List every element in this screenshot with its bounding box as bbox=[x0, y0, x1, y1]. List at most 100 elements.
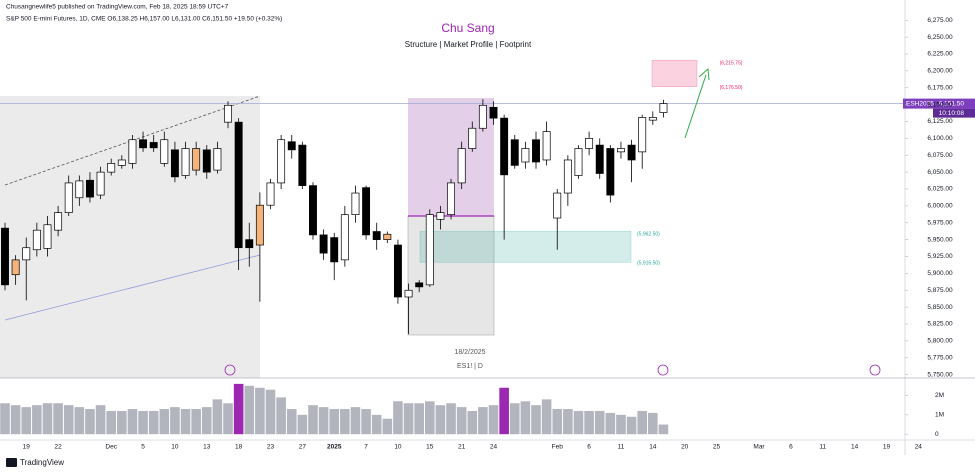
candle-body bbox=[447, 182, 455, 216]
candle-body bbox=[404, 289, 413, 298]
candle-body bbox=[617, 148, 625, 153]
candle-body bbox=[415, 282, 424, 288]
volume-bar bbox=[212, 399, 223, 435]
candle-body bbox=[351, 192, 360, 216]
candle-body bbox=[202, 149, 211, 173]
volume-bar bbox=[605, 412, 616, 435]
candle-body bbox=[43, 224, 52, 249]
volume-bar bbox=[85, 409, 95, 435]
x-tick-label: Feb bbox=[552, 444, 564, 451]
candle-body bbox=[181, 148, 190, 176]
profile-box-lower bbox=[407, 215, 495, 336]
candle-body bbox=[160, 139, 169, 164]
volume-bar bbox=[32, 405, 42, 435]
volume-bar bbox=[265, 389, 276, 435]
candle-body bbox=[595, 144, 604, 174]
event-icon[interactable] bbox=[869, 364, 881, 376]
candle-body bbox=[192, 148, 201, 171]
candle-body bbox=[309, 185, 317, 236]
volume-bar bbox=[53, 403, 63, 435]
y-tick-label: 6,175.00 bbox=[927, 84, 953, 91]
candle-body bbox=[553, 192, 562, 219]
volume-bar bbox=[456, 407, 467, 435]
volume-tick-label: 2M bbox=[935, 392, 944, 399]
volume-bar bbox=[637, 410, 647, 435]
volume-bar bbox=[361, 409, 371, 435]
candle-body bbox=[319, 234, 328, 254]
x-tick-label: 11 bbox=[618, 444, 625, 451]
x-tick-label: Dec bbox=[105, 444, 117, 451]
plot bbox=[0, 59, 905, 435]
price-tag-price: 6,151.50 bbox=[939, 100, 965, 107]
y-tick-label: 5,950.00 bbox=[927, 236, 953, 243]
candle-body bbox=[22, 247, 31, 261]
x-tick-label: 6 bbox=[587, 444, 591, 451]
candle-body bbox=[383, 233, 392, 240]
arrow bbox=[684, 74, 707, 139]
volume-bar bbox=[286, 409, 297, 435]
candle-body bbox=[298, 144, 307, 186]
candle-body bbox=[255, 204, 264, 246]
candle-body bbox=[170, 149, 179, 178]
candle-body bbox=[234, 121, 243, 249]
volume-bar bbox=[350, 407, 361, 435]
candle-body bbox=[149, 142, 158, 149]
volume-bar bbox=[308, 405, 318, 435]
volume-bar bbox=[594, 410, 605, 435]
candle-body bbox=[287, 141, 296, 151]
volume-bar bbox=[106, 410, 116, 435]
zone-label: (6,176.50) bbox=[720, 85, 743, 91]
zone bbox=[419, 230, 632, 263]
volume-bar bbox=[626, 416, 637, 435]
candle-body bbox=[521, 148, 530, 163]
y-tick-label: 6,050.00 bbox=[927, 169, 953, 176]
volume-bar bbox=[117, 410, 127, 435]
volume-bar bbox=[318, 407, 329, 435]
candle-body bbox=[54, 212, 63, 231]
y-tick-label: 6,200.00 bbox=[927, 68, 953, 75]
candle-body bbox=[585, 138, 594, 149]
x-tick-label: 18 bbox=[235, 444, 243, 451]
candle-body bbox=[478, 104, 487, 129]
candle-body bbox=[64, 182, 73, 213]
candle-body bbox=[436, 212, 445, 220]
zone bbox=[651, 59, 698, 87]
volume-bar bbox=[127, 409, 138, 435]
candle-body bbox=[75, 180, 84, 199]
candle-body bbox=[393, 244, 402, 298]
zone-label: (5,962.50) bbox=[637, 232, 660, 238]
volume-bar bbox=[425, 401, 435, 435]
candle-body bbox=[510, 139, 519, 166]
volume-bar bbox=[191, 409, 201, 435]
volume-bar bbox=[180, 409, 191, 435]
y-tick-label: 5,750.00 bbox=[927, 371, 953, 378]
volume-bar bbox=[340, 409, 350, 435]
volume-tick-label: 0 bbox=[935, 431, 939, 438]
candle-body bbox=[425, 214, 434, 286]
candle-body bbox=[574, 148, 583, 176]
candle-body bbox=[340, 214, 349, 261]
volume-bar bbox=[616, 414, 626, 435]
candle-body bbox=[32, 229, 41, 251]
candle-body bbox=[542, 131, 551, 161]
candle-body bbox=[277, 139, 286, 184]
x-tick-label: 14 bbox=[851, 444, 859, 451]
y-tick-label: 6,075.00 bbox=[927, 152, 953, 159]
publisher: Chusangnewlife5 published on TradingView… bbox=[6, 4, 229, 11]
volume-bar bbox=[63, 405, 74, 435]
candle-body bbox=[627, 144, 636, 161]
y-tick-label: 5,850.00 bbox=[927, 304, 953, 311]
event-icon[interactable] bbox=[224, 364, 236, 376]
countdown: 10:10:08 bbox=[939, 110, 965, 117]
volume-bar bbox=[584, 410, 594, 435]
y-tick-label: 5,925.00 bbox=[927, 253, 953, 260]
profile-instrument: ES1! | D bbox=[457, 363, 483, 370]
candle-body bbox=[372, 231, 381, 240]
candle-body bbox=[648, 117, 657, 121]
event-icon[interactable] bbox=[657, 364, 669, 376]
candle-body bbox=[563, 159, 572, 194]
x-tick-label: 11 bbox=[819, 444, 826, 451]
candle-body bbox=[457, 148, 466, 184]
candle-body bbox=[224, 104, 232, 123]
